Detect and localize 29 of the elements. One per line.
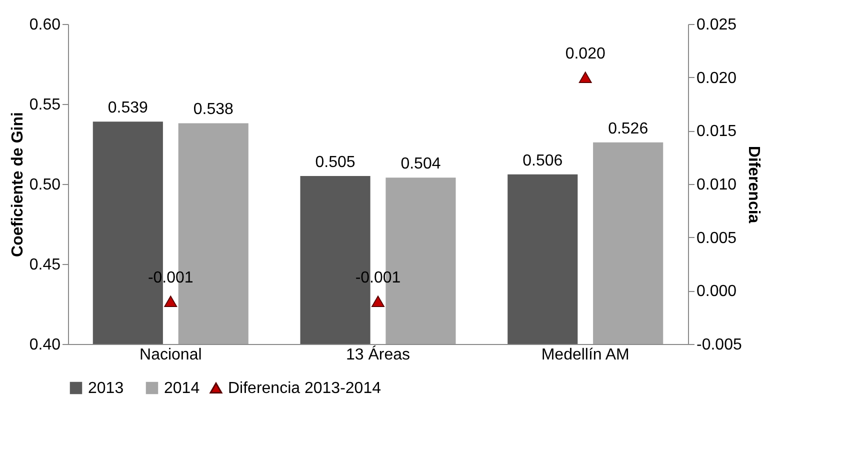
y2-axis-title: Diferencia <box>744 146 762 224</box>
data-label: -0.001 <box>355 269 401 286</box>
y2-tick-label: 0.025 <box>696 16 737 34</box>
y2-tick-label: 0.020 <box>696 70 737 87</box>
y2-tick-label: 0.015 <box>696 123 737 140</box>
legend-label: Diferencia 2013-2014 <box>228 380 382 397</box>
data-label: -0.001 <box>148 269 194 286</box>
y2-tick-label: 0.005 <box>696 230 737 247</box>
data-label: 0.505 <box>315 154 356 171</box>
x-tick-label: Nacional <box>140 346 202 364</box>
y-tick-label: 0.40 <box>29 336 61 354</box>
data-label: 0.020 <box>565 45 606 62</box>
x-tick-label: Medellín AM <box>541 346 630 364</box>
y-tick-label: 0.60 <box>29 16 61 34</box>
y-tick-label: 0.55 <box>29 96 61 114</box>
data-label: 0.506 <box>522 152 563 170</box>
y2-tick-label: 0.000 <box>696 283 737 300</box>
legend-label: 2014 <box>164 380 200 397</box>
data-label: 0.539 <box>108 100 148 117</box>
y2-tick-label: 0.010 <box>696 176 737 194</box>
data-label: 0.504 <box>400 156 441 173</box>
data-label: 0.526 <box>608 120 648 138</box>
y2-tick-label: -0.005 <box>696 336 742 354</box>
x-tick-label: 13 Áreas <box>346 346 410 364</box>
y-tick-label: 0.45 <box>29 256 61 274</box>
y-axis-title: Coeficiente de Gini <box>9 112 26 257</box>
y-tick-label: 0.50 <box>29 176 61 194</box>
legend-label: 2013 <box>88 380 124 397</box>
data-label: 0.538 <box>193 101 234 118</box>
